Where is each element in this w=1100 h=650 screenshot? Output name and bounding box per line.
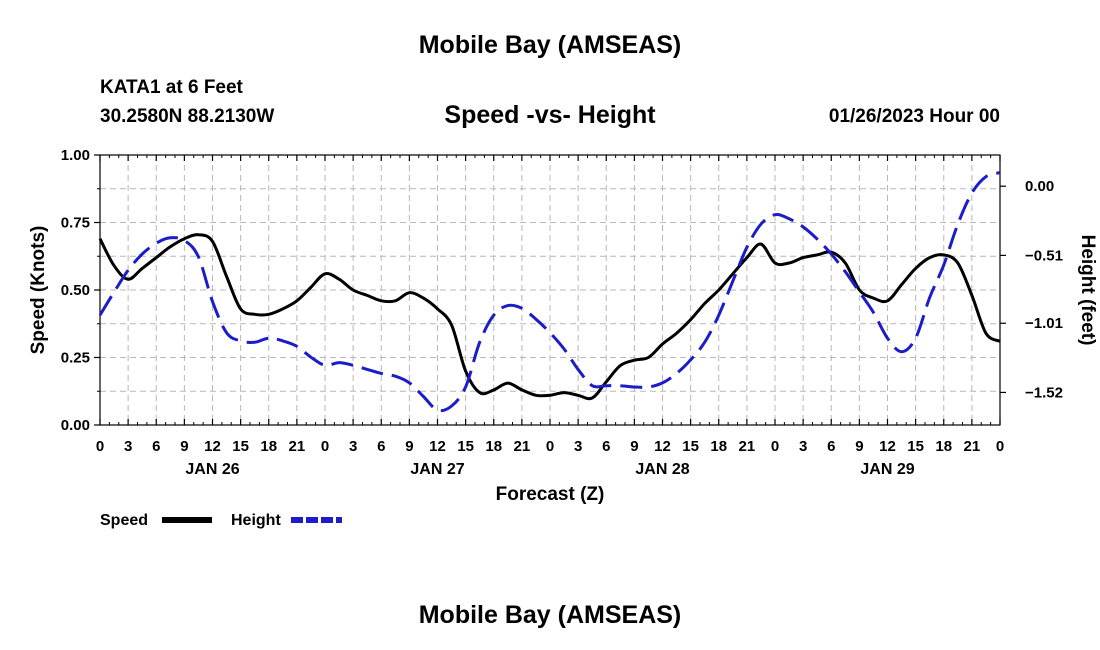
y-right-tick-label: −1.52 [1025, 384, 1063, 401]
x-tick-label: 6 [827, 438, 835, 455]
x-tick-label: 0 [96, 438, 104, 455]
series-line-height [98, 171, 1001, 413]
chart-subtitle: Speed -vs- Height [444, 101, 656, 129]
x-tick-label: 15 [457, 438, 474, 455]
y-left-axis-label: Speed (Knots) [28, 226, 49, 355]
x-tick-label: 18 [485, 438, 502, 455]
day-label: JAN 29 [860, 461, 914, 478]
y-right-tick-label: 0.00 [1025, 178, 1054, 195]
series-lines [98, 171, 1001, 413]
x-tick-label: 15 [907, 438, 924, 455]
x-tick-label: 6 [377, 438, 385, 455]
x-tick-label: 18 [260, 438, 277, 455]
x-tick-label: 18 [710, 438, 727, 455]
x-tick-label: 0 [321, 438, 329, 455]
x-tick-label: 15 [682, 438, 699, 455]
coordinates-label: 30.2580N 88.2130W [100, 106, 275, 127]
x-tick-label: 0 [546, 438, 554, 455]
chart-title-main: Mobile Bay (AMSEAS) [418, 31, 682, 59]
y-left-tick-label: 0.25 [61, 350, 90, 367]
x-tick-label: 0 [996, 438, 1004, 455]
legend: Speed Height [100, 512, 342, 529]
x-tick-label: 3 [574, 438, 582, 455]
y-right-tick-label: −1.01 [1025, 315, 1063, 332]
day-label: JAN 26 [185, 461, 239, 478]
x-tick-label: 21 [739, 438, 756, 455]
station-label: KATA1 at 6 Feet [100, 77, 243, 98]
x-tick-label: 9 [180, 438, 188, 455]
x-tick-label: 9 [855, 438, 863, 455]
x-tick-label: 3 [349, 438, 357, 455]
x-axis-label: Forecast (Z) [496, 484, 605, 505]
axis-labels: 0 3 6 9 12 15 18 21 0 3 6 9 12 15 18 21 0 3 6 9 12 15 18 21 0 3 6 9… [28, 147, 1098, 505]
x-tick-label: 9 [630, 438, 638, 455]
y-left-tick-label: 1.00 [61, 147, 90, 164]
day-label: JAN 27 [410, 461, 464, 478]
x-tick-label: 12 [879, 438, 896, 455]
x-tick-label: 3 [799, 438, 807, 455]
x-tick-label: 21 [289, 438, 306, 455]
y-right-tick-label: −0.51 [1025, 247, 1063, 264]
x-tick-label: 21 [964, 438, 981, 455]
series-line-speed [98, 233, 1001, 401]
x-tick-label: 12 [654, 438, 671, 455]
x-tick-label: 21 [514, 438, 531, 455]
y-left-tick-label: 0.75 [61, 215, 90, 232]
x-tick-label: 3 [124, 438, 132, 455]
x-tick-label: 12 [429, 438, 446, 455]
legend-label-speed: Speed [100, 512, 148, 529]
x-tick-label: 6 [602, 438, 610, 455]
y-right-axis-label: Height (feet) [1077, 235, 1098, 346]
x-tick-label: 15 [232, 438, 249, 455]
grid-lines [100, 155, 1000, 425]
x-tick-label: 6 [152, 438, 160, 455]
x-tick-label: 0 [771, 438, 779, 455]
y-left-tick-label: 0.00 [61, 417, 90, 434]
day-label: JAN 28 [635, 461, 689, 478]
chart-title-footer: Mobile Bay (AMSEAS) [418, 601, 682, 629]
axis-ticks [94, 154, 1006, 426]
x-tick-label: 9 [405, 438, 413, 455]
datetime-label: 01/26/2023 Hour 00 [828, 106, 1000, 127]
y-left-tick-label: 0.50 [61, 282, 90, 299]
legend-label-height: Height [231, 512, 281, 529]
x-tick-label: 12 [204, 438, 221, 455]
x-tick-label: 18 [935, 438, 952, 455]
